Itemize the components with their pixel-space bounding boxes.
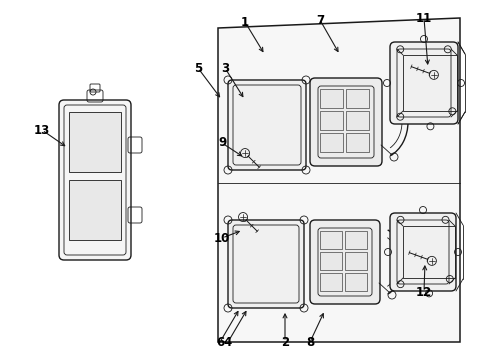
Bar	[69, 180, 121, 240]
FancyBboxPatch shape	[310, 78, 382, 166]
Text: 4: 4	[224, 336, 232, 348]
Bar	[403, 226, 455, 278]
FancyBboxPatch shape	[310, 220, 380, 304]
Polygon shape	[218, 18, 460, 342]
Bar	[345, 252, 367, 270]
Bar	[69, 112, 121, 172]
Text: 2: 2	[281, 336, 289, 348]
Bar	[320, 111, 343, 130]
Text: 8: 8	[306, 336, 314, 348]
FancyBboxPatch shape	[228, 220, 304, 308]
Text: 3: 3	[221, 62, 229, 75]
Text: 5: 5	[194, 62, 202, 75]
Text: 6: 6	[216, 336, 224, 348]
Bar	[346, 111, 369, 130]
Bar	[345, 231, 367, 249]
Text: 9: 9	[218, 136, 226, 149]
Text: 7: 7	[316, 13, 324, 27]
Bar	[320, 252, 342, 270]
Bar	[345, 273, 367, 291]
Bar	[320, 133, 343, 152]
Bar	[403, 55, 457, 111]
Bar	[320, 231, 342, 249]
FancyBboxPatch shape	[390, 213, 456, 291]
Text: 10: 10	[214, 231, 230, 244]
Bar	[320, 89, 343, 108]
Bar	[346, 133, 369, 152]
FancyBboxPatch shape	[228, 80, 306, 170]
Text: 11: 11	[416, 12, 432, 24]
Text: 13: 13	[34, 123, 50, 136]
Bar	[346, 89, 369, 108]
FancyBboxPatch shape	[390, 42, 458, 124]
FancyBboxPatch shape	[59, 100, 131, 260]
Text: 1: 1	[241, 15, 249, 28]
Text: 12: 12	[416, 285, 432, 298]
Bar	[320, 273, 342, 291]
